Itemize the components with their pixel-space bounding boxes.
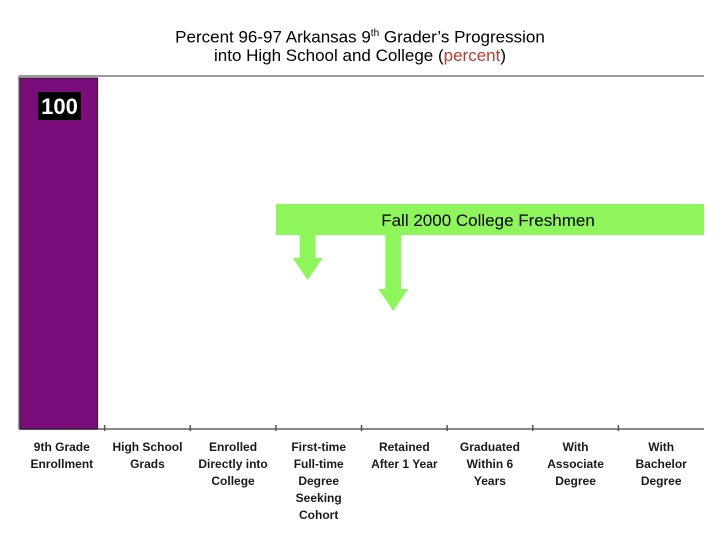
x-tick-label: With Associate Degree — [547, 440, 604, 488]
x-tick-label: Retained After 1 Year — [371, 440, 438, 471]
annotation-banner-box — [276, 204, 704, 235]
data-label: 100 — [41, 94, 78, 119]
annotation-banner: Fall 2000 College Freshmen — [276, 204, 704, 235]
chart-title-line-1: Percent 96-97 Arkansas 9th Grader’s Prog… — [175, 27, 545, 47]
chart-title-line-2: into High School and College (percent) — [213, 46, 507, 65]
data-labels: 100 — [41, 94, 78, 119]
x-tick-label: With Bachelor Degree — [636, 440, 688, 488]
annotation-banner-text: Fall 2000 College Freshmen — [381, 211, 595, 230]
annotation-arrows — [292, 235, 409, 311]
bars — [19, 77, 99, 430]
x-axis-labels: 9th Grade Enrollment High School Grads Enrol… — [30, 440, 687, 522]
data-label-box — [38, 92, 81, 120]
x-tick-label: 9th Grade Enrollment — [30, 440, 93, 471]
x-axis-ticks — [103, 425, 620, 431]
annotation-arrow — [378, 235, 409, 311]
x-tick-label: Enrolled Directly into College — [198, 440, 267, 488]
bar — [19, 77, 99, 430]
x-tick-label: Graduated Within 6 Years — [460, 440, 520, 488]
x-tick-label: First-time Full-time Degree Seeking Cohort — [291, 440, 346, 522]
annotation-arrow — [292, 235, 323, 280]
x-tick-label: High School Grads — [112, 440, 182, 471]
